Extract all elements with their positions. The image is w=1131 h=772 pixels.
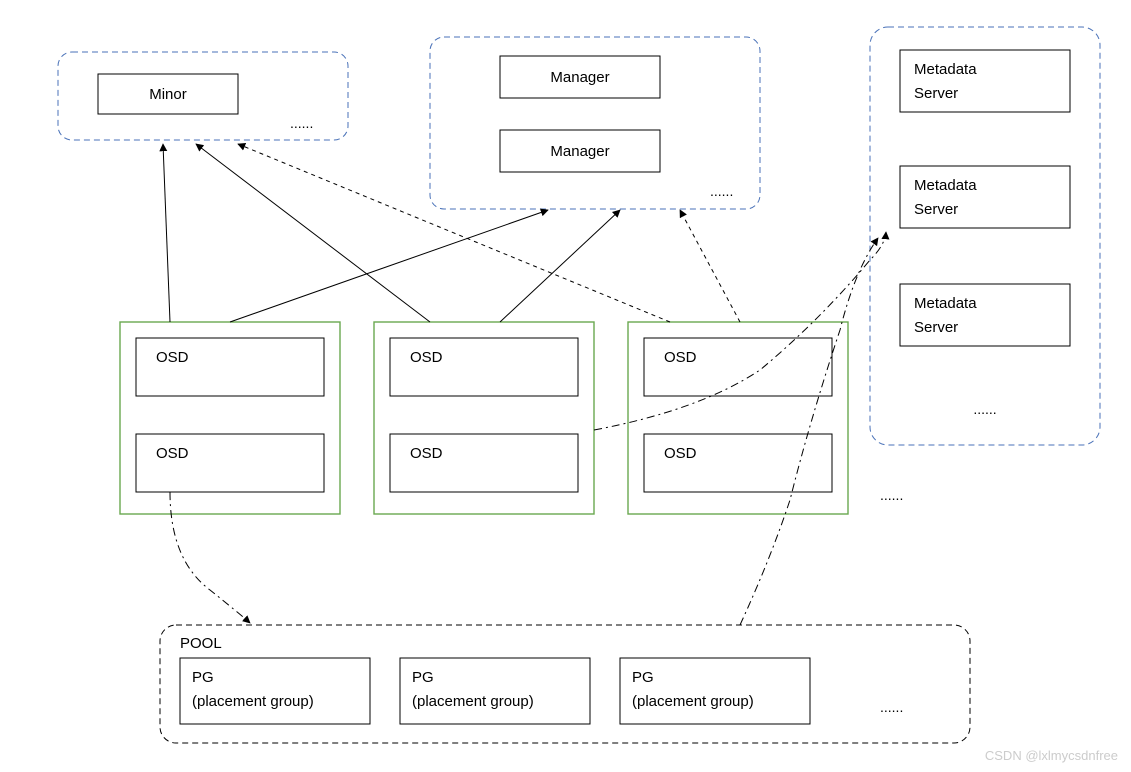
ellipsis: ...... bbox=[880, 487, 903, 503]
minor-label: Minor bbox=[149, 86, 187, 103]
pg-label: PG bbox=[632, 669, 654, 686]
edge bbox=[500, 210, 620, 322]
pg-label: (placement group) bbox=[632, 693, 754, 710]
osd-box bbox=[136, 338, 324, 396]
metadata-box bbox=[900, 284, 1070, 346]
osd-label: OSD bbox=[410, 445, 443, 462]
osd-label: OSD bbox=[156, 349, 189, 366]
metadata-label: Server bbox=[914, 201, 958, 218]
metadata-box bbox=[900, 166, 1070, 228]
watermark: CSDN @lxlmycsdnfree bbox=[985, 748, 1118, 763]
osd-label: OSD bbox=[156, 445, 189, 462]
ellipsis: ...... bbox=[880, 699, 903, 715]
ellipsis: ...... bbox=[973, 401, 996, 417]
pg-label: (placement group) bbox=[192, 693, 314, 710]
edge bbox=[238, 144, 670, 322]
pool-title: POOL bbox=[180, 635, 222, 652]
metadata-label: Metadata bbox=[914, 177, 977, 194]
edge bbox=[230, 210, 548, 322]
osd-label: OSD bbox=[664, 349, 697, 366]
edge bbox=[740, 238, 878, 625]
metadata-label: Metadata bbox=[914, 295, 977, 312]
osd-box bbox=[644, 338, 832, 396]
ellipsis: ...... bbox=[290, 115, 313, 131]
osd-box bbox=[644, 434, 832, 492]
osd-group bbox=[374, 322, 594, 514]
edge bbox=[594, 232, 886, 430]
pg-box bbox=[400, 658, 590, 724]
osd-label: OSD bbox=[410, 349, 443, 366]
osd-box bbox=[390, 434, 578, 492]
pg-label: PG bbox=[412, 669, 434, 686]
osd-box bbox=[136, 434, 324, 492]
pg-label: (placement group) bbox=[412, 693, 534, 710]
pg-box bbox=[620, 658, 810, 724]
osd-group bbox=[628, 322, 848, 514]
metadata-label: Server bbox=[914, 85, 958, 102]
edge bbox=[163, 144, 170, 322]
osd-box bbox=[390, 338, 578, 396]
manager-label: Manager bbox=[550, 143, 609, 160]
osd-group bbox=[120, 322, 340, 514]
edge bbox=[196, 144, 430, 322]
manager-label: Manager bbox=[550, 69, 609, 86]
pg-box bbox=[180, 658, 370, 724]
metadata-box bbox=[900, 50, 1070, 112]
metadata-group bbox=[870, 27, 1100, 445]
metadata-label: Server bbox=[914, 319, 958, 336]
edge bbox=[680, 210, 740, 322]
pg-label: PG bbox=[192, 669, 214, 686]
pool-group bbox=[160, 625, 970, 743]
ellipsis: ...... bbox=[710, 183, 733, 199]
metadata-label: Metadata bbox=[914, 61, 977, 78]
osd-label: OSD bbox=[664, 445, 697, 462]
edge bbox=[170, 492, 250, 623]
